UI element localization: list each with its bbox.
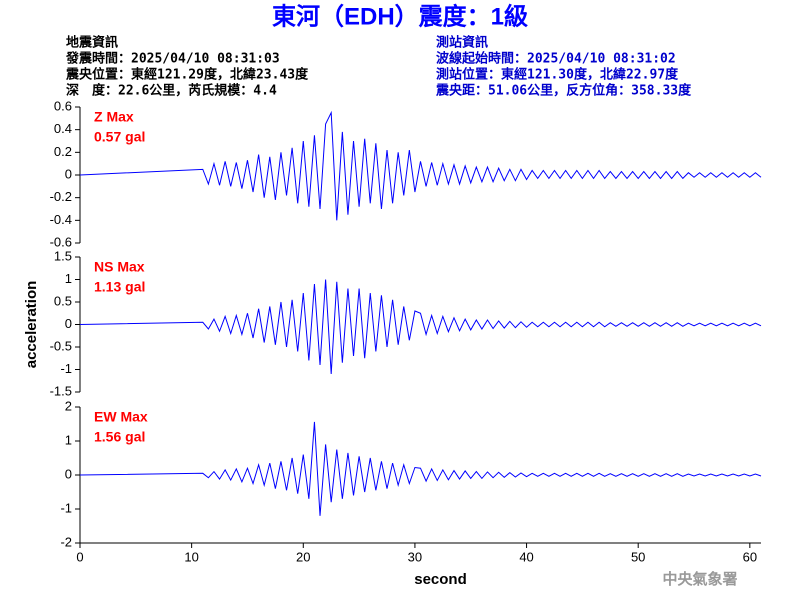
footer: 中央氣象署 xyxy=(662,570,737,588)
trace xyxy=(79,110,762,221)
info-line: 深 度：22.6公里，芮氏規模：4.4 xyxy=(66,83,277,99)
y-tick-label: 1 xyxy=(65,432,72,447)
trace xyxy=(79,279,762,375)
y-tick-label: 0 xyxy=(65,316,72,331)
x-tick-label: 30 xyxy=(408,549,422,564)
y-axis-label: acceleration xyxy=(23,281,40,369)
x-tick-label: 50 xyxy=(631,549,645,564)
y-tick-label: -1.5 xyxy=(50,383,72,398)
trace xyxy=(79,421,762,516)
y-tick-label: 0 xyxy=(65,466,72,481)
info-heading: 地震資訊 xyxy=(66,35,118,51)
x-tick-label: 20 xyxy=(296,549,310,564)
y-tick-label: -1 xyxy=(60,361,72,376)
x-tick-label: 40 xyxy=(519,549,533,564)
y-tick-label: -0.4 xyxy=(50,212,72,227)
y-tick-label: 0 xyxy=(65,166,72,181)
annotation: Z Max xyxy=(94,109,134,125)
x-axis-label: second xyxy=(414,571,467,588)
y-tick-label: 2 xyxy=(65,398,72,413)
annotation: 1.56 gal xyxy=(94,429,145,445)
y-tick-label: 1.5 xyxy=(54,248,72,263)
y-tick-label: -2 xyxy=(60,534,72,549)
x-tick-label: 10 xyxy=(184,549,198,564)
info-line: 測站位置：東經121.30度，北緯22.97度 xyxy=(436,67,679,83)
y-tick-label: 0.2 xyxy=(54,144,72,159)
info-left: 地震資訊 發震時間：2025/04/10 08:31:03 震央位置：東經121… xyxy=(65,35,309,99)
info-line: 震央距：51.06公里，反方位角：358.33度 xyxy=(435,83,692,99)
y-tick-label: 0.5 xyxy=(54,293,72,308)
y-tick-label: -1 xyxy=(60,500,72,515)
y-tick-label: 0.6 xyxy=(54,98,72,113)
chart-title: 東河（EDH）震度：1級 xyxy=(272,2,528,30)
annotation: NS Max xyxy=(94,259,145,275)
x-tick-label: 60 xyxy=(743,549,757,564)
info-right: 測站資訊 波線起始時間：2025/04/10 08:31:02 測站位置：東經1… xyxy=(435,35,692,99)
y-tick-label: -0.5 xyxy=(50,338,72,353)
info-line: 發震時間：2025/04/10 08:31:03 xyxy=(65,51,280,67)
y-tick-label: 1 xyxy=(65,271,72,286)
y-tick-label: -0.6 xyxy=(50,234,72,249)
x-tick-label: 0 xyxy=(76,549,83,564)
info-heading: 測站資訊 xyxy=(436,35,488,51)
y-tick-label: 0.4 xyxy=(54,121,72,136)
annotation: 0.57 gal xyxy=(94,129,145,145)
annotation: 1.13 gal xyxy=(94,279,145,295)
y-tick-label: -0.2 xyxy=(50,189,72,204)
info-line: 震央位置：東經121.29度，北緯23.43度 xyxy=(65,67,309,83)
annotation: EW Max xyxy=(94,409,148,425)
info-line: 波線起始時間：2025/04/10 08:31:02 xyxy=(436,51,676,67)
